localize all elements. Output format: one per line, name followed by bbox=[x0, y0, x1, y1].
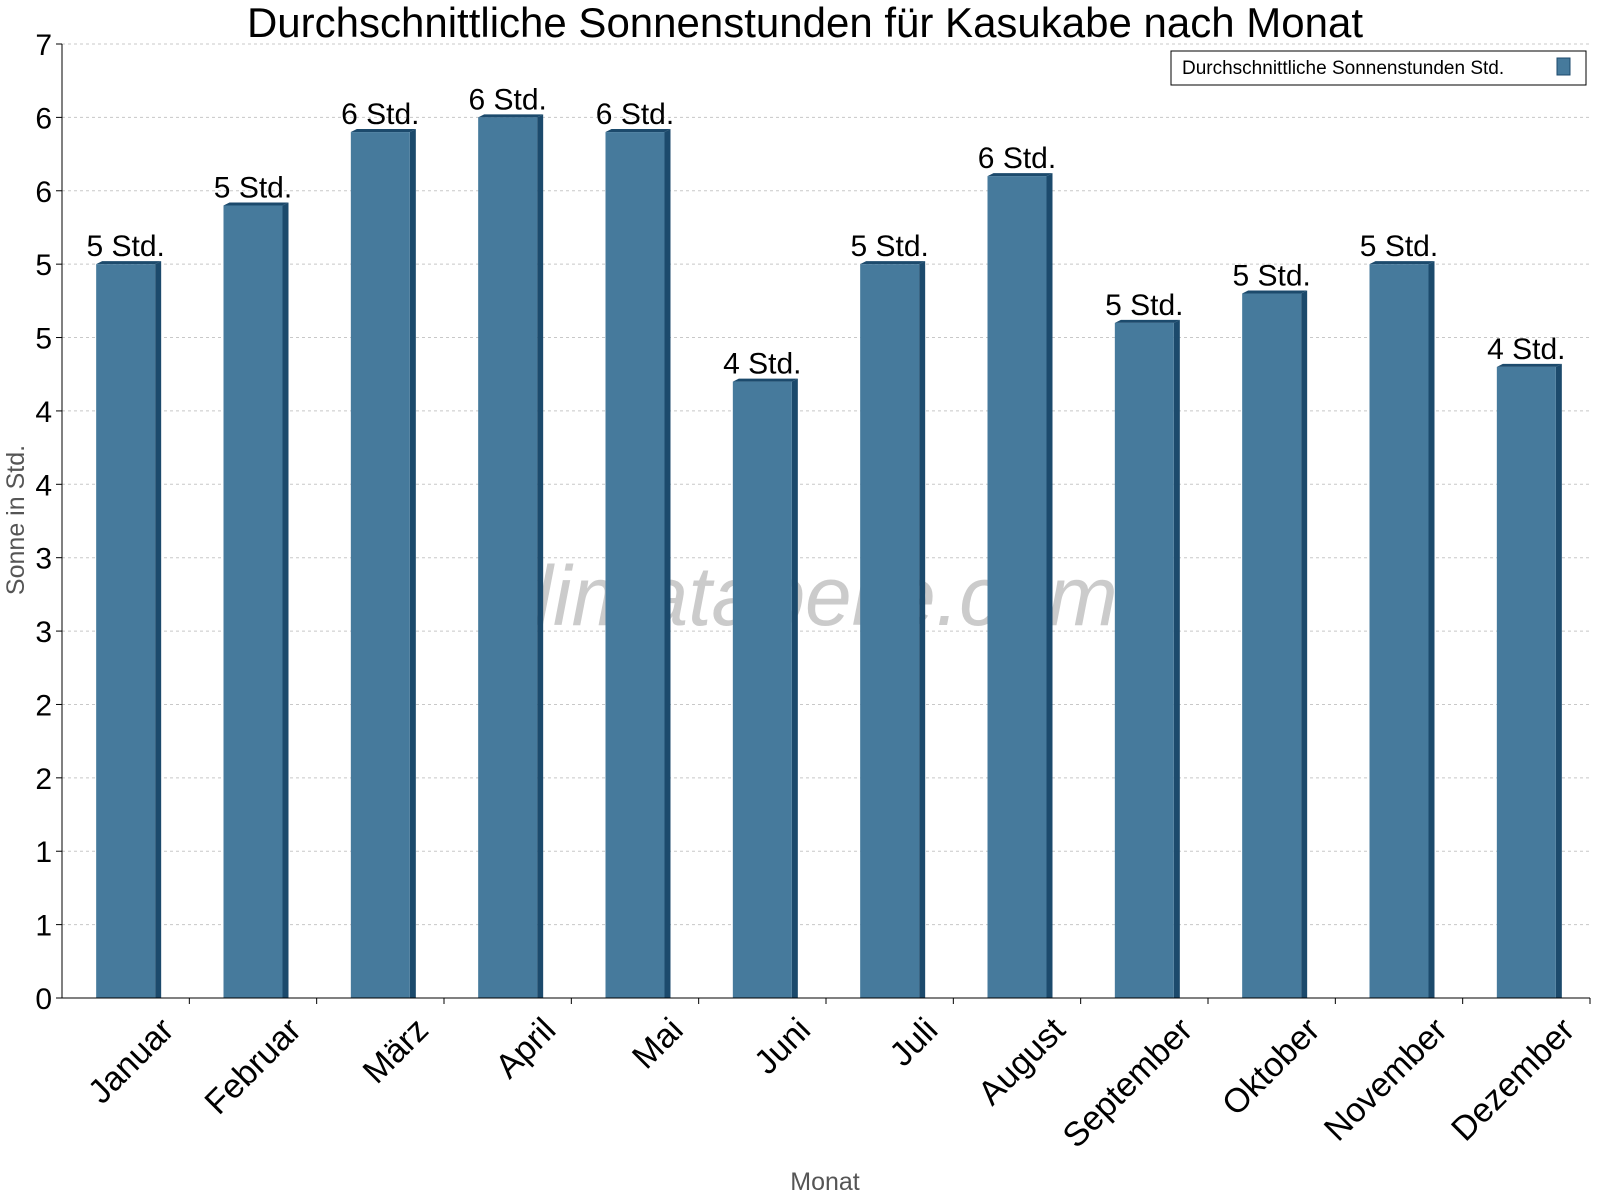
data-label: 4 Std. bbox=[723, 348, 801, 381]
bar-top bbox=[478, 114, 544, 118]
bar-side bbox=[791, 378, 798, 999]
bars bbox=[96, 114, 1562, 999]
x-tick-label: Februar bbox=[198, 1011, 309, 1122]
data-label: 6 Std. bbox=[978, 142, 1056, 175]
bar-august bbox=[987, 173, 1053, 999]
bar-side bbox=[282, 202, 289, 998]
bar-februar bbox=[223, 202, 289, 998]
x-tick-label: Oktober bbox=[1215, 1011, 1327, 1123]
x-tick-label: Juni bbox=[747, 1011, 818, 1082]
y-axis-title: Sonne in Std. bbox=[2, 445, 30, 595]
bar-side bbox=[537, 114, 544, 998]
x-axis-ticks: Januar Februar März April Mai Juni Juli AugustS… bbox=[81, 998, 1591, 1155]
y-tick-label: 5 bbox=[35, 323, 52, 356]
y-tick-label: 1 bbox=[35, 836, 52, 869]
data-labels: 5 Std. 5 Std. 6 Std. 6 Std. 6 Std. 4 Std. 5 St… bbox=[86, 83, 1565, 380]
y-tick-label: 4 bbox=[35, 396, 52, 429]
data-label: 4 Std. bbox=[1487, 333, 1565, 366]
bar-top bbox=[1369, 261, 1435, 265]
bar-mai bbox=[605, 129, 671, 999]
bar-januar bbox=[96, 261, 162, 999]
y-tick-label: 3 bbox=[35, 616, 52, 649]
y-tick-label: 6 bbox=[35, 102, 52, 135]
bar-front bbox=[732, 381, 792, 999]
data-label: 5 Std. bbox=[1105, 289, 1183, 322]
bar-top bbox=[1496, 363, 1562, 367]
bar-top bbox=[732, 378, 798, 382]
y-tick-label: 2 bbox=[35, 689, 52, 722]
bar-side bbox=[409, 129, 416, 999]
data-label: 5 Std. bbox=[86, 230, 164, 263]
bar-side bbox=[919, 261, 926, 999]
bar-november bbox=[1369, 261, 1435, 999]
bar-dezember bbox=[1496, 363, 1562, 998]
bar-side bbox=[155, 261, 162, 999]
gridlines bbox=[62, 43, 1590, 926]
x-tick-label: November bbox=[1317, 1011, 1455, 1149]
data-label: 5 Std. bbox=[1360, 230, 1438, 263]
bar-top bbox=[1114, 319, 1180, 323]
bar-side bbox=[1173, 319, 1180, 998]
bar-front bbox=[605, 132, 665, 999]
y-tick-label: 7 bbox=[35, 29, 52, 62]
bar-front bbox=[987, 176, 1047, 999]
bar-front bbox=[1242, 293, 1302, 998]
bar-top bbox=[605, 129, 671, 133]
bar-front bbox=[860, 264, 920, 999]
data-label: 6 Std. bbox=[468, 83, 546, 116]
y-tick-label: 3 bbox=[35, 543, 52, 576]
data-label: 5 Std. bbox=[850, 230, 928, 263]
bar-september bbox=[1114, 319, 1180, 998]
data-label: 6 Std. bbox=[341, 98, 419, 131]
chart-title: Durchschnittliche Sonnenstunden für Kasu… bbox=[247, 0, 1363, 46]
bar-april bbox=[478, 114, 544, 998]
y-axis-ticks: 0 1 1 2 2 3 3 4 4 5 5 6 6 7 bbox=[35, 29, 62, 1016]
x-tick-label: Dezember bbox=[1444, 1011, 1582, 1149]
bar-top bbox=[1242, 290, 1308, 294]
bar-juli bbox=[860, 261, 926, 999]
bar-oktober bbox=[1242, 290, 1308, 998]
x-tick-label: September bbox=[1056, 1011, 1200, 1155]
y-tick-label: 4 bbox=[35, 469, 52, 502]
bar-top bbox=[223, 202, 289, 206]
bar-side bbox=[664, 129, 671, 999]
legend-box bbox=[1170, 50, 1587, 86]
y-tick-label: 6 bbox=[35, 176, 52, 209]
bar-front bbox=[478, 117, 538, 998]
bar-side bbox=[1046, 173, 1053, 999]
y-tick-label: 5 bbox=[35, 249, 52, 282]
bar-front bbox=[1496, 366, 1556, 998]
x-tick-label: Januar bbox=[81, 1011, 181, 1111]
bar-märz bbox=[350, 129, 416, 999]
y-tick-label: 2 bbox=[35, 763, 52, 796]
x-tick-label: Mai bbox=[625, 1011, 691, 1077]
bar-front bbox=[350, 132, 410, 999]
x-axis-title: Monat bbox=[790, 1168, 860, 1196]
bar-front bbox=[1114, 322, 1174, 998]
y-tick-label: 1 bbox=[35, 910, 52, 943]
bar-juni bbox=[732, 378, 798, 999]
legend-swatch bbox=[1556, 57, 1571, 76]
bar-top bbox=[987, 173, 1053, 177]
bar-side bbox=[1301, 290, 1308, 998]
x-tick-label: Juli bbox=[882, 1011, 945, 1074]
x-tick-label: August bbox=[971, 1010, 1073, 1112]
y-tick-label: 0 bbox=[35, 983, 52, 1016]
legend: Durchschnittliche Sonnenstunden Std. bbox=[1170, 50, 1587, 86]
bar-top bbox=[96, 261, 162, 265]
bar-front bbox=[1369, 264, 1429, 999]
bar-front bbox=[96, 264, 156, 999]
x-tick-label: April bbox=[488, 1011, 563, 1086]
legend-label: Durchschnittliche Sonnenstunden Std. bbox=[1182, 58, 1504, 79]
data-label: 5 Std. bbox=[1232, 260, 1310, 293]
bar-front bbox=[223, 205, 283, 998]
data-label: 6 Std. bbox=[596, 98, 674, 131]
x-tick-label: März bbox=[356, 1011, 436, 1091]
bar-top bbox=[860, 261, 926, 265]
bar-side bbox=[1428, 261, 1435, 999]
bar-side bbox=[1555, 363, 1562, 998]
bar-top bbox=[350, 129, 416, 133]
data-label: 5 Std. bbox=[214, 171, 292, 204]
